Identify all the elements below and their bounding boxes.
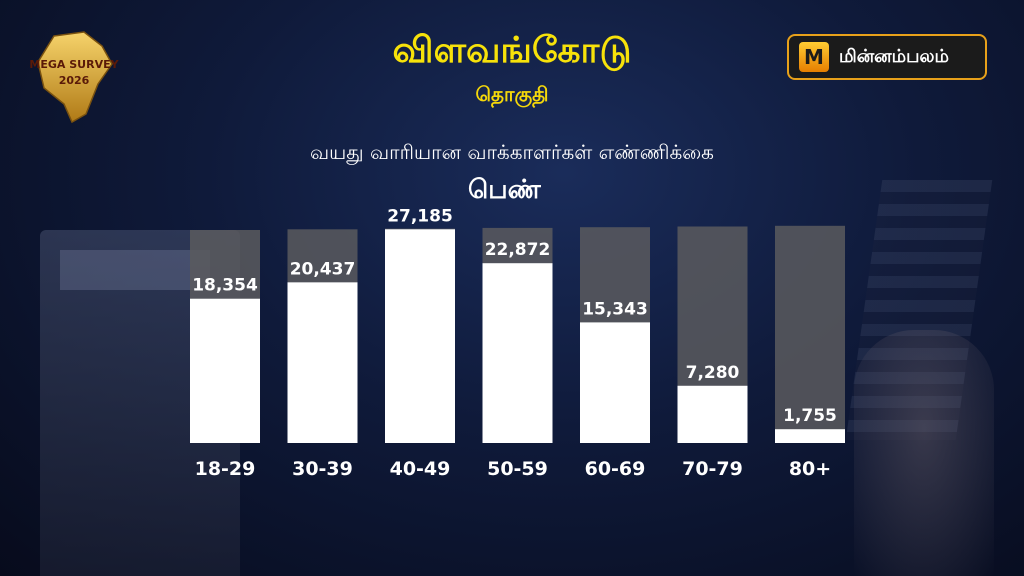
badge-line2: 2026 (59, 74, 90, 87)
data-label: 22,872 (485, 240, 551, 260)
data-label: 27,185 (387, 206, 453, 226)
chart-title: வயது வாரியான வாக்காளர்கள் எண்ணிக்கை (310, 140, 714, 164)
bar-60-69 (580, 322, 650, 443)
category-label: 80+ (789, 458, 831, 480)
bar-40-49 (385, 229, 455, 443)
mega-survey-badge: MEGA SURVEY 2026 (24, 26, 124, 126)
badge-line1: MEGA SURVEY (29, 58, 119, 71)
category-label: 30-39 (292, 458, 353, 480)
data-label: 7,280 (686, 363, 740, 383)
bar-80+ (775, 429, 845, 443)
background-hand (854, 330, 994, 576)
data-label: 20,437 (290, 259, 356, 279)
bar-50-59 (482, 263, 553, 443)
brand-logo: M மின்னம்பலம் (787, 34, 987, 80)
brand-name: மின்னம்பலம் (839, 45, 949, 67)
category-label: 50-59 (487, 458, 548, 480)
bar-70-79 (677, 385, 748, 443)
chart-subtitle: பெண் (468, 175, 541, 205)
brand-mark-icon: M (799, 42, 829, 72)
page-title: விளவங்கோடு (392, 30, 632, 71)
category-label: 18-29 (195, 458, 256, 480)
bar-track (775, 225, 845, 443)
data-label: 18,354 (192, 276, 258, 296)
data-label: 1,755 (783, 406, 837, 426)
data-label: 15,343 (582, 299, 648, 319)
bar-30-39 (287, 282, 358, 443)
bar-18-29 (190, 298, 260, 443)
category-label: 70-79 (682, 458, 743, 480)
page-subtitle: தொகுதி (475, 82, 549, 106)
category-label: 60-69 (585, 458, 646, 480)
category-label: 40-49 (390, 458, 451, 480)
